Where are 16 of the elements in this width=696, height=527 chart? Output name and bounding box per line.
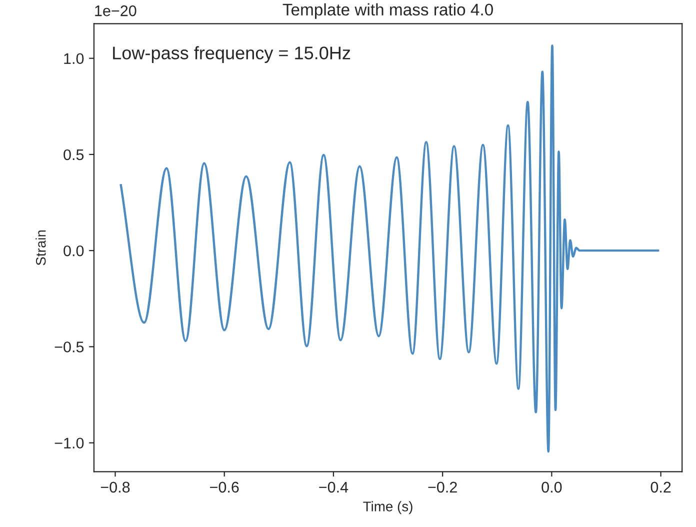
x-tick-label: −0.2 <box>428 482 457 493</box>
y-tick-label: 0.0 <box>64 245 84 256</box>
y-tick-label: 1.0 <box>64 53 84 64</box>
text: 1e−20 <box>95 5 136 16</box>
y-tick-label: −1.0 <box>54 438 84 449</box>
x-tick-label: 0.2 <box>650 482 671 493</box>
y-tick-label: −0.5 <box>54 342 84 352</box>
x-axis-title: Time (s) <box>363 501 412 514</box>
x-tick-label: −0.8 <box>100 482 130 493</box>
annotation: Low-pass frequency = 15.0Hz <box>113 46 350 63</box>
y-axis-title: Strain <box>36 230 46 266</box>
x-tick-label: −0.4 <box>319 482 348 493</box>
y-tick-label: 0.5 <box>64 149 84 160</box>
chart-title: Template with mass ratio 4.0 <box>282 3 493 19</box>
x-tick-label: −0.6 <box>210 482 239 493</box>
x-tick-label: 0.0 <box>542 482 562 493</box>
